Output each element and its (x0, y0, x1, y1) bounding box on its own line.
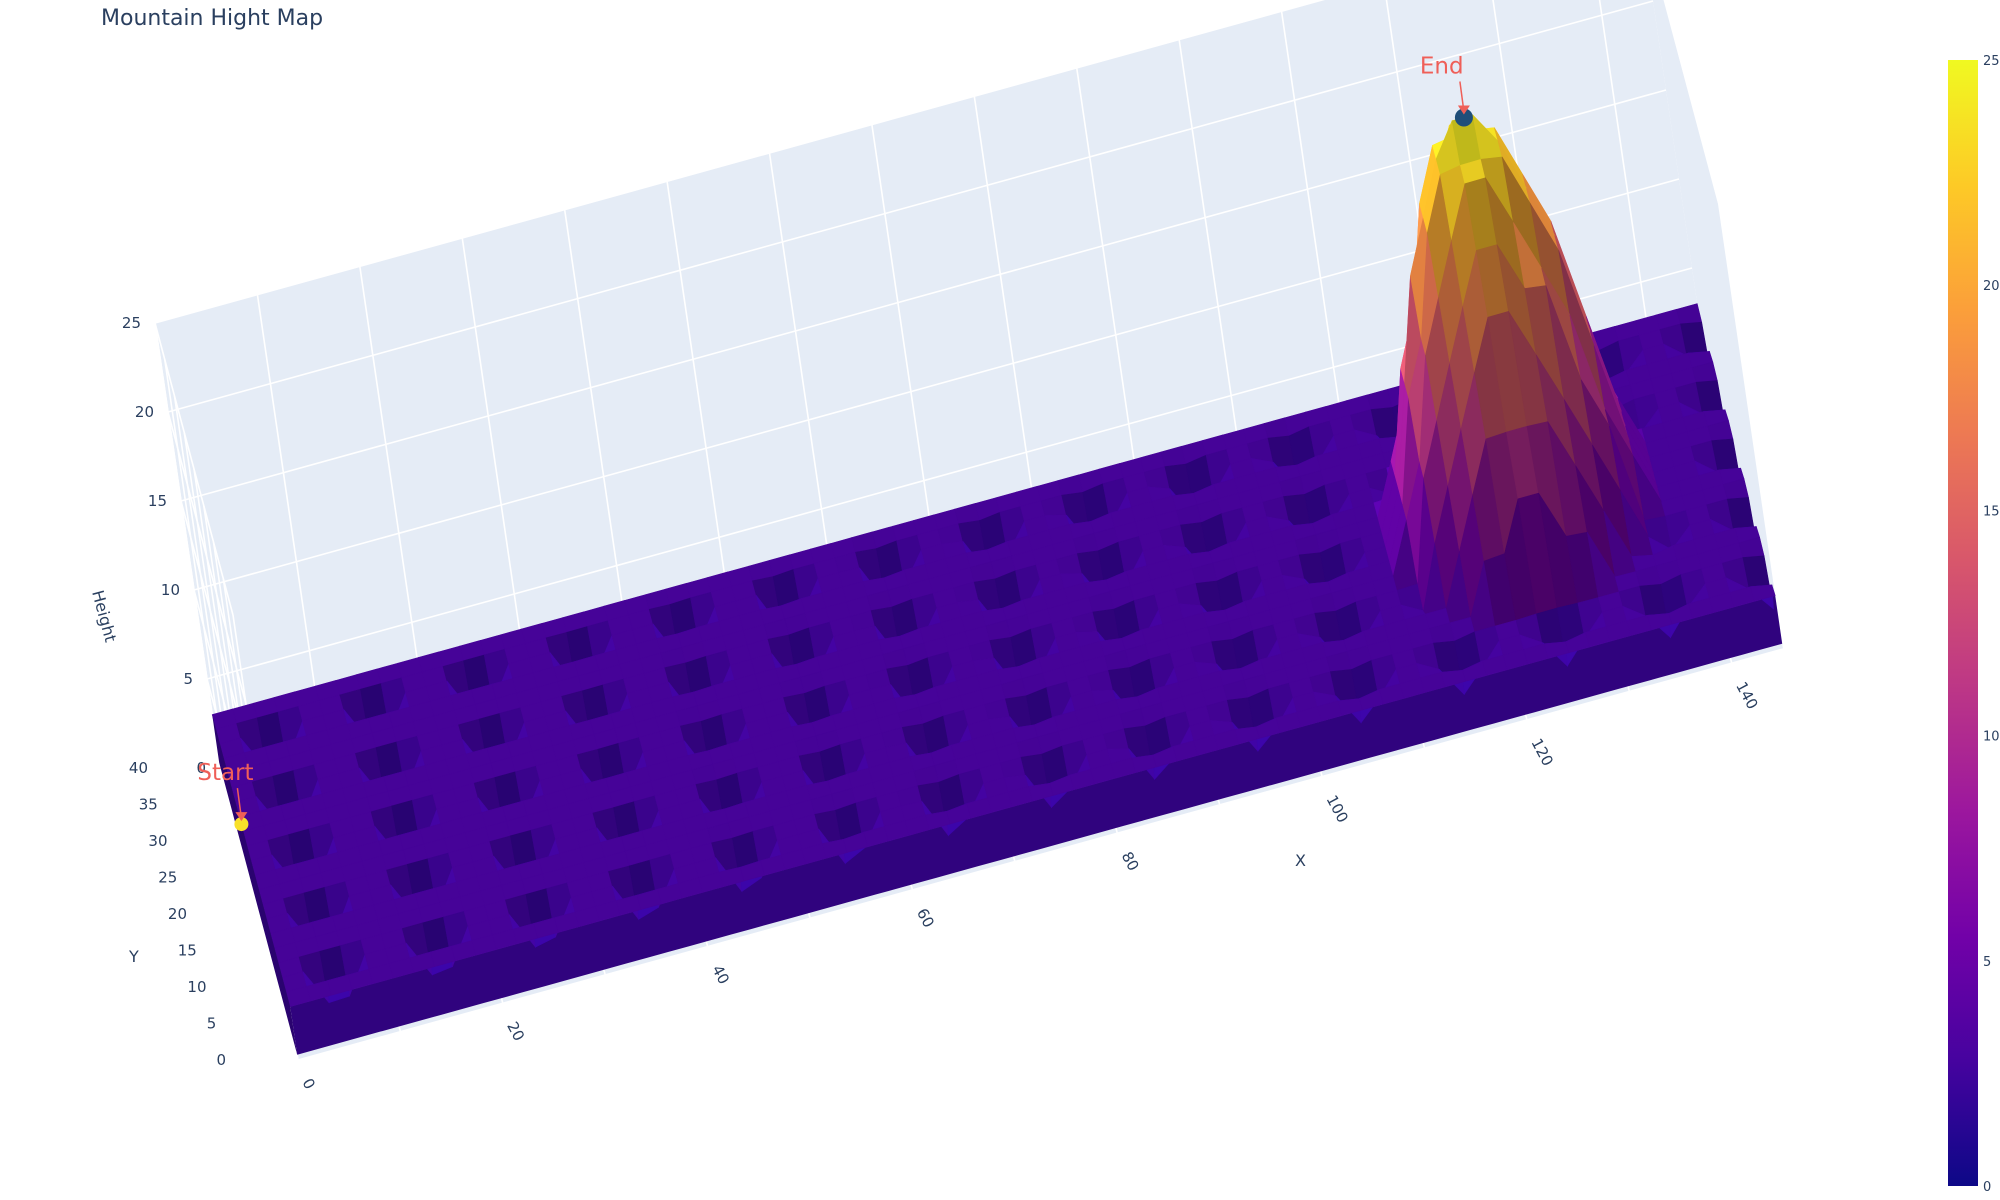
y-tick-label: 30 (148, 832, 167, 850)
gridline-back-x (973, 96, 1041, 542)
x-tick-label: 60 (913, 905, 938, 930)
chart-title: Mountain Hight Map (101, 6, 323, 31)
gridline-left-z (154, 322, 234, 616)
pane-right-yz (1652, 0, 1783, 649)
gridline-floor-y (297, 648, 1784, 1061)
gridline-back-x (666, 181, 733, 627)
height-surface[interactable] (211, 114, 1783, 1055)
gridline-back-z (154, 0, 1326, 324)
x-tick-label: 0 (298, 1075, 318, 1092)
gridline-left-z (167, 411, 247, 705)
y-tick-label: 40 (129, 759, 148, 777)
colorbar-tick-label: 20 (1983, 279, 2000, 294)
annotation-end: End (1420, 54, 1464, 80)
z-axis-title: Height (88, 588, 120, 644)
gridline-back-x (256, 294, 324, 740)
x-tick-label: 100 (1323, 792, 1352, 826)
colorbar-tick-label: 15 (1983, 504, 2000, 519)
annotation-arrowhead (1457, 105, 1470, 115)
colorbar-tick-label: 10 (1983, 730, 2000, 745)
pane-back-xz (155, 0, 1705, 768)
x-tick-label: 120 (1527, 735, 1556, 769)
gridline-back-x (359, 266, 426, 712)
x-tick-label: 40 (708, 962, 733, 987)
gridline-back-x (563, 209, 631, 655)
y-axis-title: Y (128, 947, 139, 966)
surface-cell (1750, 584, 1776, 602)
path-markers: Start End (197, 54, 1473, 832)
colorbar-tick-label: 0 (1983, 1180, 1991, 1195)
gridline-back-x (1598, 0, 1655, 372)
z-tick-label: 25 (122, 314, 141, 332)
z-tick-label: 20 (135, 403, 154, 421)
z-tick-label: 0 (196, 759, 206, 777)
end-marker (1454, 108, 1473, 127)
gridline-back-z (167, 0, 1654, 413)
surface-front-wall (290, 595, 1783, 1055)
gridline-back-x (768, 152, 836, 599)
surface-left-wall (212, 714, 298, 1055)
y-tick-label: 0 (216, 1051, 226, 1069)
y-tick-label: 15 (178, 942, 197, 960)
y-tick-label: 5 (207, 1015, 217, 1033)
colorbar-tick-label: 5 (1983, 955, 1991, 970)
z-tick-label: 15 (148, 492, 167, 510)
gridline-back-x (461, 237, 529, 684)
gridline-back-x (871, 124, 938, 570)
x-tick-label: 80 (1118, 849, 1143, 874)
colorbar: 0 5 10 15 20 25 (1948, 54, 2000, 1195)
x-tick-label: 20 (503, 1019, 528, 1044)
colorbar-bar (1948, 60, 1978, 1186)
y-tick-label: 20 (168, 905, 187, 923)
y-tick-label: 10 (187, 978, 206, 996)
gridline-left-z (219, 767, 299, 1061)
gridline-back-x (1178, 39, 1245, 485)
gridline-back-z (180, 89, 1667, 502)
y-axis-ticks: 0 5 10 15 20 25 30 35 40 (129, 759, 226, 1069)
y-tick-label: 25 (158, 869, 177, 887)
annotation-start: Start (197, 760, 253, 786)
gridline-left-y (154, 322, 221, 769)
z-axis-ticks: 0 5 10 15 20 25 (122, 314, 206, 777)
z-tick-label: 10 (161, 581, 180, 599)
y-tick-label: 35 (139, 796, 158, 814)
annotation-arrowhead (235, 812, 248, 822)
start-marker (234, 817, 249, 832)
gridline-back-x (1075, 67, 1143, 514)
gridline-back-x (1280, 11, 1348, 457)
colorbar-ticks: 0 5 10 15 20 25 (1983, 54, 2000, 1195)
colorbar-tick-label: 25 (1983, 54, 2000, 69)
x-axis-title: X (1295, 851, 1306, 870)
z-tick-label: 5 (183, 670, 193, 688)
x-tick-label: 140 (1732, 679, 1761, 713)
